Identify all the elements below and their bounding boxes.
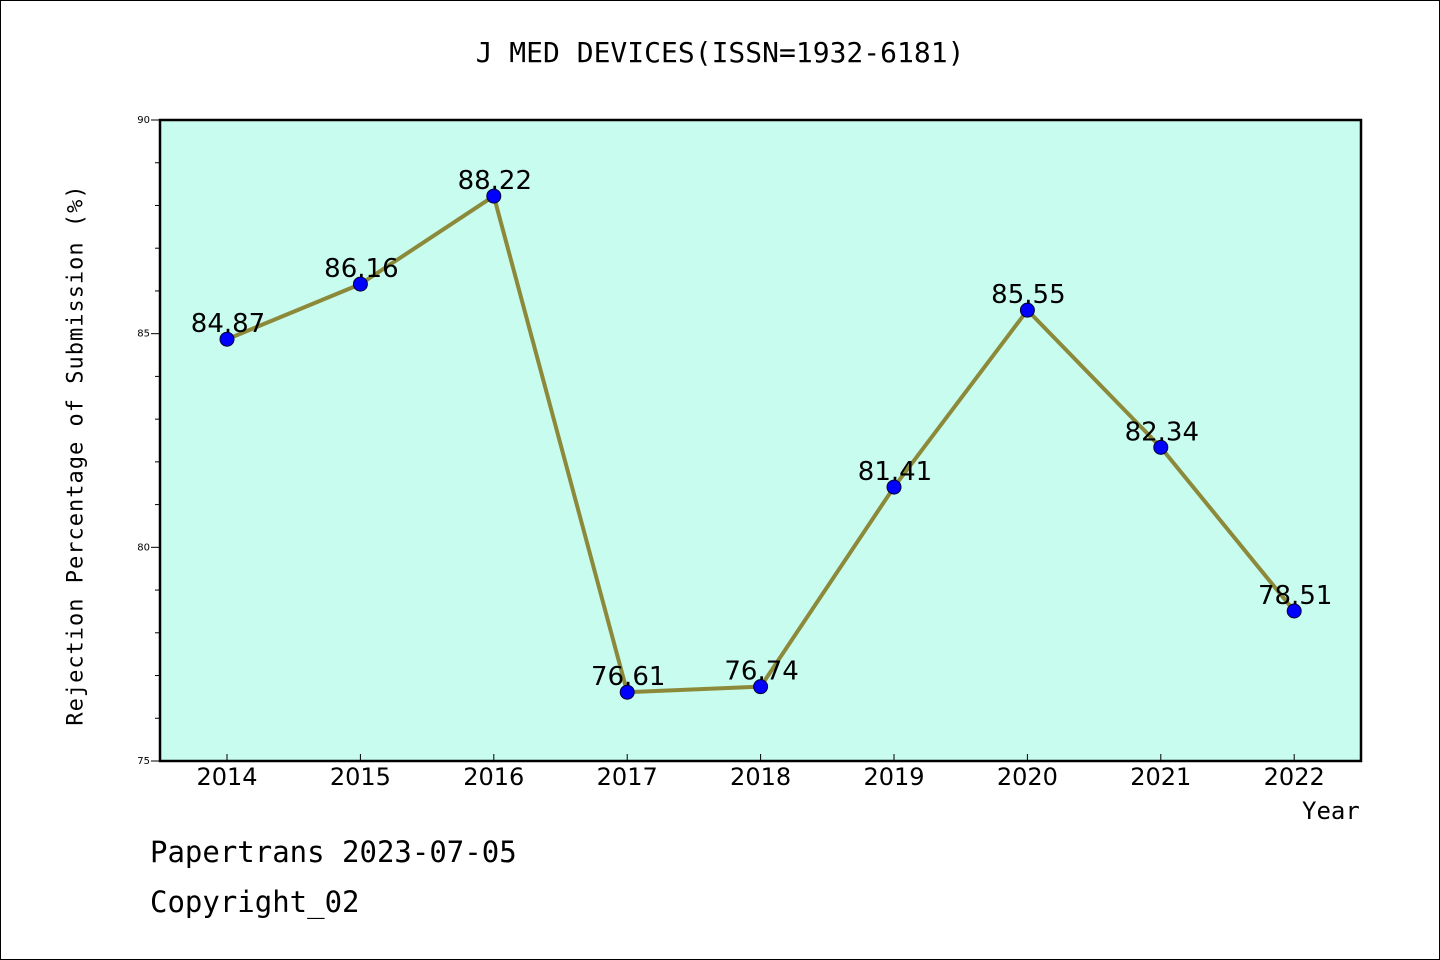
data-point bbox=[1019, 302, 1035, 318]
x-axis-label: Year bbox=[1302, 797, 1360, 825]
y-tick-label: 90 bbox=[137, 115, 150, 126]
x-tick-label: 2020 bbox=[997, 763, 1058, 791]
x-tick-label: 2021 bbox=[1130, 763, 1191, 791]
data-label: 76.74 bbox=[724, 657, 798, 687]
data-point bbox=[1286, 603, 1302, 619]
y-tick-label: 75 bbox=[137, 756, 150, 767]
x-tick-label: 2015 bbox=[330, 763, 391, 791]
data-point bbox=[352, 276, 368, 292]
y-tick-label: 85 bbox=[137, 329, 150, 340]
data-label: 88.22 bbox=[458, 166, 532, 196]
footer-copyright: Copyright_02 bbox=[150, 885, 360, 919]
data-labels: 84.87 86.16 88.22 76.61 76.74 81.41 85.55 82.34… bbox=[191, 166, 1333, 692]
data-label: 82.34 bbox=[1125, 417, 1199, 447]
x-tick-label: 2017 bbox=[597, 763, 658, 791]
data-label: 76.61 bbox=[591, 662, 665, 692]
y-axis: 75 80 85 90 bbox=[137, 115, 160, 767]
x-tick-label: 2016 bbox=[463, 763, 524, 791]
x-tick-label: 2022 bbox=[1264, 763, 1325, 791]
y-tick-label: 80 bbox=[137, 542, 150, 553]
data-point bbox=[1153, 439, 1169, 455]
data-label: 78.51 bbox=[1258, 581, 1332, 611]
data-label: 85.55 bbox=[991, 280, 1065, 310]
data-label: 86.16 bbox=[324, 254, 398, 284]
data-point bbox=[486, 188, 502, 204]
data-label: 81.41 bbox=[858, 457, 932, 487]
data-label: 84.87 bbox=[191, 309, 265, 339]
x-tick-label: 2019 bbox=[863, 763, 924, 791]
x-tick-label: 2014 bbox=[196, 763, 257, 791]
series-markers bbox=[219, 188, 1302, 700]
footer-date: Papertrans 2023-07-05 bbox=[150, 835, 517, 869]
x-axis: 2014 2015 2016 2017 2018 2019 2020 2021 2022 bbox=[196, 754, 1325, 791]
data-point bbox=[219, 331, 235, 347]
data-point bbox=[753, 679, 769, 695]
data-point bbox=[886, 479, 902, 495]
x-tick-label: 2018 bbox=[730, 763, 791, 791]
chart-title: J MED DEVICES(ISSN=1932-6181) bbox=[475, 36, 965, 69]
plot-border bbox=[158, 118, 1363, 763]
data-point bbox=[619, 684, 635, 700]
